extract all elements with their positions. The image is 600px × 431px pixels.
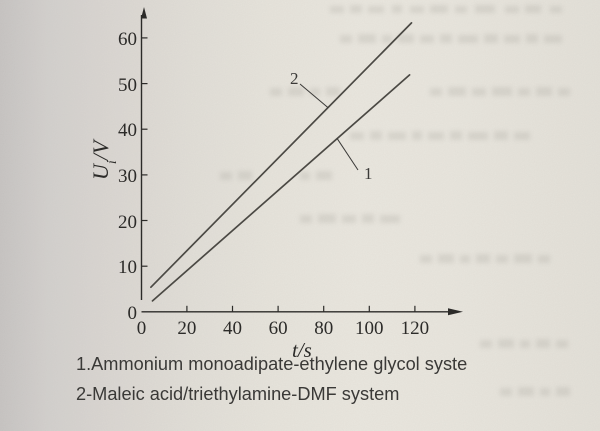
svg-text:0: 0 xyxy=(128,303,138,324)
svg-text:40: 40 xyxy=(223,318,242,339)
svg-text:0: 0 xyxy=(137,318,147,339)
svg-text:2: 2 xyxy=(290,69,299,88)
svg-text:100: 100 xyxy=(355,318,384,339)
svg-text:80: 80 xyxy=(314,318,333,339)
svg-text:1: 1 xyxy=(364,164,373,183)
svg-text:20: 20 xyxy=(118,212,137,233)
svg-text:120: 120 xyxy=(401,318,430,339)
svg-text:30: 30 xyxy=(118,166,137,187)
svg-text:50: 50 xyxy=(118,75,137,96)
svg-text:40: 40 xyxy=(118,120,137,141)
svg-text:60: 60 xyxy=(269,318,288,339)
svg-text:60: 60 xyxy=(118,29,137,50)
svg-text:10: 10 xyxy=(118,257,137,278)
svg-text:20: 20 xyxy=(177,318,196,339)
